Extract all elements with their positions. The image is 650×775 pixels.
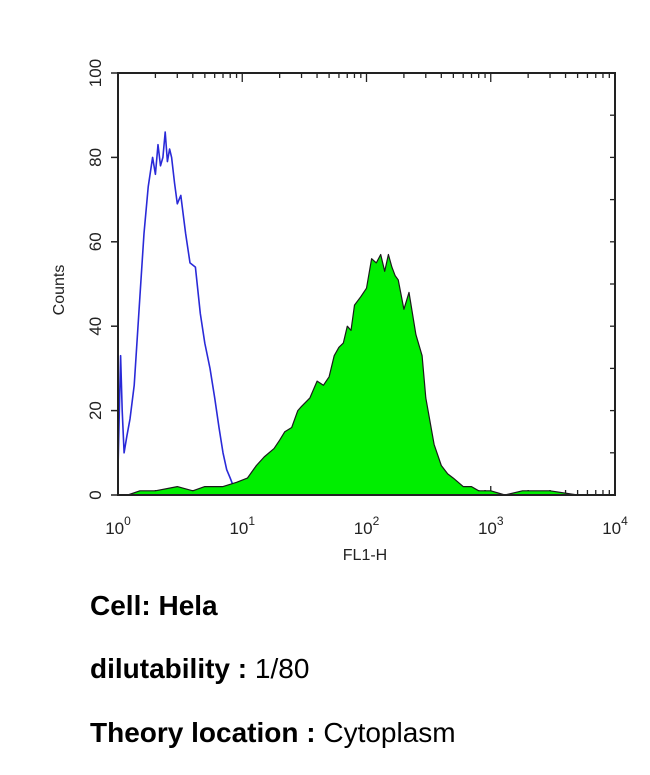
y-axis-title: Counts xyxy=(51,265,68,316)
x-tick-label: 104 xyxy=(602,514,628,538)
x-tick-label: 102 xyxy=(354,514,380,538)
theory-value: Cytoplasm xyxy=(323,717,456,748)
series-outline-1 xyxy=(127,253,578,496)
x-tick-label: 101 xyxy=(229,514,255,538)
series-fill-1 xyxy=(127,254,578,495)
x-axis-title: FL1-H xyxy=(343,547,387,564)
cell-value: Hela xyxy=(158,590,218,621)
y-tick-label: 0 xyxy=(86,490,105,499)
theory-label: Theory location : xyxy=(90,717,316,748)
caption-theory-location: Theory location : Cytoplasm xyxy=(90,717,456,749)
y-tick-label: 80 xyxy=(86,148,105,167)
series-layer xyxy=(117,131,578,496)
x-tick-labels: 100 101 102 103 104 xyxy=(105,514,628,538)
dilutability-value: 1/80 xyxy=(254,653,310,684)
series-line-0 xyxy=(117,131,238,492)
flow-cytometry-histogram: 0 20 40 60 80 100 100 101 102 103 104 Counts FL1-… xyxy=(51,59,628,564)
y-tick-label: 60 xyxy=(86,232,105,251)
caption-dilutability: dilutability : 1/80 xyxy=(90,653,309,685)
y-tick-label: 20 xyxy=(86,401,105,420)
cell-label: Cell: xyxy=(90,590,151,621)
x-tick-label: 100 xyxy=(105,514,131,538)
y-tick-label: 40 xyxy=(86,317,105,336)
dilutability-label: dilutability : xyxy=(90,653,248,684)
caption-cell: Cell: Hela xyxy=(90,590,218,622)
plot-frame xyxy=(117,72,616,496)
y-tick-labels: 0 20 40 60 80 100 xyxy=(86,59,105,500)
y-tick-label: 100 xyxy=(86,59,105,87)
x-tick-label: 103 xyxy=(478,514,504,538)
